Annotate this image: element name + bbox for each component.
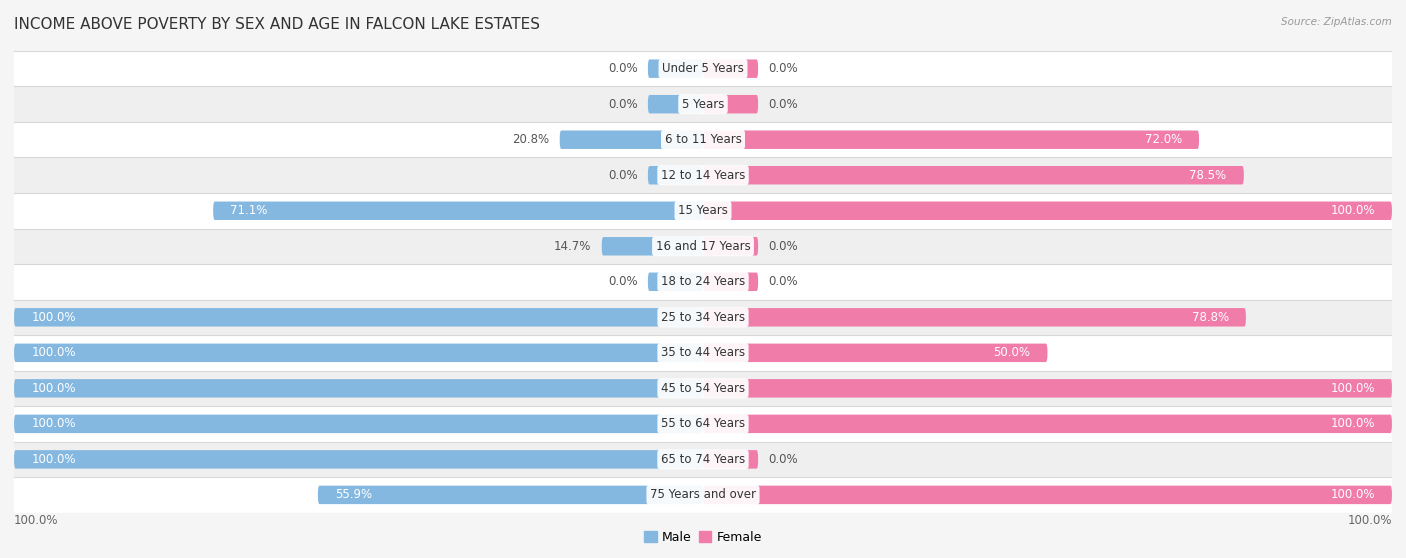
Text: 55.9%: 55.9%: [335, 488, 373, 502]
Text: Source: ZipAtlas.com: Source: ZipAtlas.com: [1281, 17, 1392, 27]
Bar: [14, 477, 1392, 513]
Text: 0.0%: 0.0%: [607, 98, 637, 110]
Text: 20.8%: 20.8%: [512, 133, 550, 146]
FancyBboxPatch shape: [703, 344, 1047, 362]
Bar: [14, 335, 1392, 371]
FancyBboxPatch shape: [14, 450, 703, 469]
Text: 0.0%: 0.0%: [769, 453, 799, 466]
Text: 0.0%: 0.0%: [769, 62, 799, 75]
Text: 0.0%: 0.0%: [607, 169, 637, 182]
Text: 18 to 24 Years: 18 to 24 Years: [661, 275, 745, 288]
FancyBboxPatch shape: [703, 60, 758, 78]
FancyBboxPatch shape: [602, 237, 703, 256]
Text: 25 to 34 Years: 25 to 34 Years: [661, 311, 745, 324]
Text: Under 5 Years: Under 5 Years: [662, 62, 744, 75]
Text: 15 Years: 15 Years: [678, 204, 728, 217]
Text: 78.8%: 78.8%: [1191, 311, 1229, 324]
Bar: [14, 51, 1392, 86]
Text: 0.0%: 0.0%: [607, 62, 637, 75]
Text: 12 to 14 Years: 12 to 14 Years: [661, 169, 745, 182]
Bar: [14, 300, 1392, 335]
Text: 100.0%: 100.0%: [31, 453, 76, 466]
Text: 100.0%: 100.0%: [31, 382, 76, 395]
Bar: [14, 193, 1392, 229]
Bar: [14, 157, 1392, 193]
FancyBboxPatch shape: [560, 131, 703, 149]
Text: 78.5%: 78.5%: [1189, 169, 1226, 182]
FancyBboxPatch shape: [14, 415, 703, 433]
Bar: [14, 86, 1392, 122]
Text: 0.0%: 0.0%: [769, 275, 799, 288]
FancyBboxPatch shape: [14, 344, 703, 362]
Text: 50.0%: 50.0%: [993, 347, 1031, 359]
FancyBboxPatch shape: [648, 60, 703, 78]
Text: 16 and 17 Years: 16 and 17 Years: [655, 240, 751, 253]
Bar: [14, 122, 1392, 157]
Text: 100.0%: 100.0%: [1330, 417, 1375, 430]
FancyBboxPatch shape: [703, 272, 758, 291]
Text: INCOME ABOVE POVERTY BY SEX AND AGE IN FALCON LAKE ESTATES: INCOME ABOVE POVERTY BY SEX AND AGE IN F…: [14, 17, 540, 32]
FancyBboxPatch shape: [703, 415, 1392, 433]
Text: 100.0%: 100.0%: [31, 311, 76, 324]
FancyBboxPatch shape: [14, 379, 703, 397]
Text: 65 to 74 Years: 65 to 74 Years: [661, 453, 745, 466]
FancyBboxPatch shape: [703, 131, 1199, 149]
FancyBboxPatch shape: [703, 237, 758, 256]
Text: 0.0%: 0.0%: [607, 275, 637, 288]
FancyBboxPatch shape: [703, 95, 758, 113]
Bar: [14, 371, 1392, 406]
FancyBboxPatch shape: [703, 308, 1246, 326]
Text: 100.0%: 100.0%: [31, 347, 76, 359]
Text: 35 to 44 Years: 35 to 44 Years: [661, 347, 745, 359]
Text: 100.0%: 100.0%: [31, 417, 76, 430]
Text: 75 Years and over: 75 Years and over: [650, 488, 756, 502]
FancyBboxPatch shape: [214, 201, 703, 220]
FancyBboxPatch shape: [318, 485, 703, 504]
FancyBboxPatch shape: [703, 166, 1244, 185]
Bar: [14, 406, 1392, 441]
FancyBboxPatch shape: [14, 308, 703, 326]
FancyBboxPatch shape: [703, 379, 1392, 397]
Text: 72.0%: 72.0%: [1144, 133, 1182, 146]
Text: 100.0%: 100.0%: [1330, 488, 1375, 502]
FancyBboxPatch shape: [648, 272, 703, 291]
FancyBboxPatch shape: [703, 450, 758, 469]
Bar: [14, 441, 1392, 477]
Text: 0.0%: 0.0%: [769, 240, 799, 253]
Text: 55 to 64 Years: 55 to 64 Years: [661, 417, 745, 430]
Text: 100.0%: 100.0%: [1347, 514, 1392, 527]
Legend: Male, Female: Male, Female: [640, 526, 766, 549]
FancyBboxPatch shape: [648, 95, 703, 113]
Bar: [14, 229, 1392, 264]
Text: 100.0%: 100.0%: [1330, 382, 1375, 395]
FancyBboxPatch shape: [703, 201, 1392, 220]
Text: 100.0%: 100.0%: [14, 514, 59, 527]
Bar: [14, 264, 1392, 300]
Text: 14.7%: 14.7%: [554, 240, 592, 253]
Text: 45 to 54 Years: 45 to 54 Years: [661, 382, 745, 395]
FancyBboxPatch shape: [648, 166, 703, 185]
Text: 71.1%: 71.1%: [231, 204, 267, 217]
Text: 0.0%: 0.0%: [769, 98, 799, 110]
Text: 100.0%: 100.0%: [1330, 204, 1375, 217]
Text: 5 Years: 5 Years: [682, 98, 724, 110]
Text: 6 to 11 Years: 6 to 11 Years: [665, 133, 741, 146]
FancyBboxPatch shape: [703, 485, 1392, 504]
